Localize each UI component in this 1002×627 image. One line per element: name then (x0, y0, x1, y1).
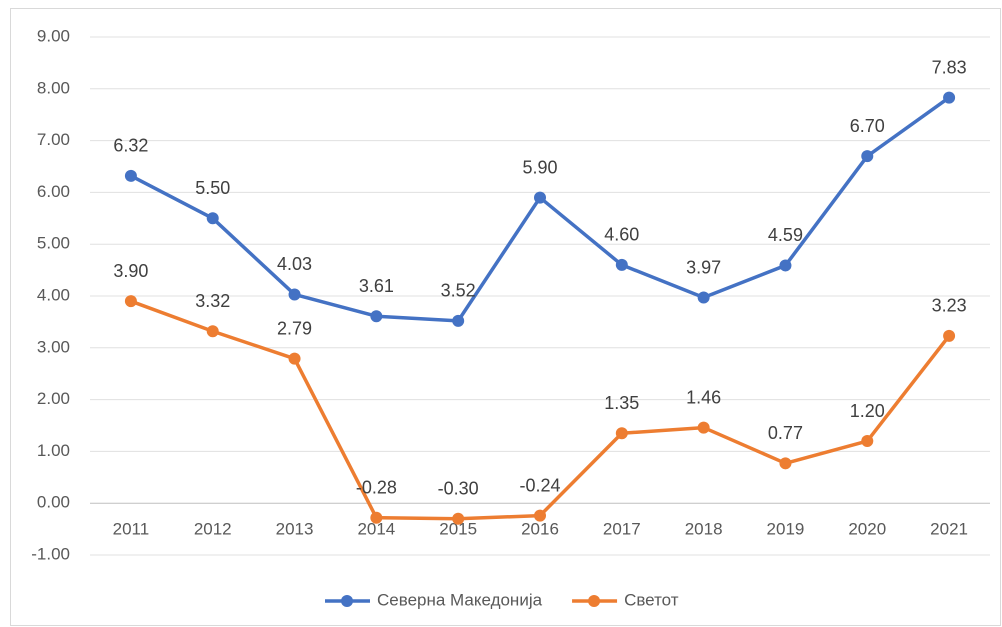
y-tick-label: 7.00 (37, 130, 70, 149)
data-label: 7.83 (932, 57, 967, 77)
point (615, 427, 628, 440)
legend-marker (341, 595, 353, 607)
data-label: 4.03 (277, 254, 312, 274)
data-label: -0.28 (356, 477, 397, 497)
point (206, 325, 219, 338)
point (534, 191, 546, 204)
data-label: 5.90 (522, 157, 557, 177)
y-tick-label: 8.00 (37, 78, 70, 97)
point (288, 288, 301, 301)
data-label: 3.32 (195, 291, 230, 311)
data-label: 3.52 (441, 281, 476, 301)
data-label: 3.97 (686, 257, 721, 277)
x-tick-label: 2014 (357, 520, 395, 539)
x-tick-label: 2016 (521, 520, 559, 539)
y-tick-label: 1.00 (37, 441, 70, 460)
x-tick-label: 2013 (276, 520, 314, 539)
x-tick-label: 2017 (603, 520, 641, 539)
data-label: -0.24 (519, 475, 560, 495)
y-tick-label: 9.00 (37, 26, 70, 45)
x-tick-label: 2012 (194, 520, 232, 539)
data-label: 2.79 (277, 318, 312, 338)
data-label: 6.32 (113, 136, 148, 156)
point (697, 291, 710, 304)
point (861, 435, 874, 448)
data-label: 1.20 (850, 401, 885, 421)
data-label: 4.60 (604, 225, 639, 245)
data-label: 6.70 (850, 116, 885, 136)
data-label: 3.90 (113, 261, 148, 281)
data-label: 0.77 (768, 423, 803, 443)
data-label: -0.30 (438, 478, 479, 498)
data-label: 1.46 (686, 387, 721, 407)
point (370, 310, 383, 323)
point (124, 169, 137, 182)
point (779, 259, 792, 272)
x-tick-label: 2011 (113, 520, 150, 539)
x-tick-label: 2020 (848, 520, 886, 539)
y-tick-label: 5.00 (37, 234, 70, 253)
point (615, 258, 628, 271)
data-label: 3.61 (359, 276, 394, 296)
point (943, 91, 956, 104)
point (452, 314, 465, 327)
x-tick-label: 2018 (685, 520, 723, 539)
data-label: 4.59 (768, 225, 803, 245)
x-tick-label: 2015 (439, 520, 477, 539)
point (943, 329, 956, 342)
y-tick-label: -1.00 (31, 544, 70, 563)
point (779, 457, 792, 470)
x-tick-label: 2021 (930, 520, 968, 539)
point (370, 511, 383, 524)
y-tick-label: 0.00 (37, 493, 70, 512)
legend-label: Северна Македонија (377, 590, 543, 609)
point (452, 512, 465, 525)
y-tick-label: 6.00 (37, 182, 70, 201)
x-tick-label: 2019 (767, 520, 805, 539)
point (534, 509, 546, 522)
point (124, 295, 137, 308)
point (206, 212, 219, 225)
point (697, 421, 710, 434)
data-label: 3.23 (932, 296, 967, 316)
y-tick-label: 2.00 (37, 389, 70, 408)
data-label: 5.50 (195, 178, 230, 198)
point (861, 150, 874, 163)
point (288, 352, 301, 365)
y-tick-label: 3.00 (37, 337, 70, 356)
y-tick-label: 4.00 (37, 285, 70, 304)
legend-marker (588, 595, 601, 607)
data-label: 1.35 (604, 393, 639, 413)
legend-label: Светот (624, 590, 679, 609)
